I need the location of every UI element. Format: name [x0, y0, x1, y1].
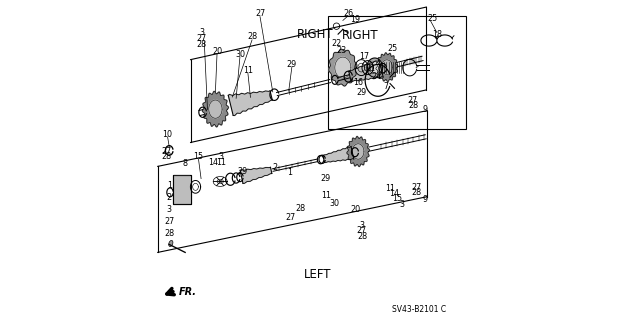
- Text: 14: 14: [208, 158, 218, 167]
- Text: 9: 9: [422, 195, 428, 204]
- Text: 27: 27: [197, 34, 207, 43]
- Text: 28: 28: [162, 152, 172, 161]
- Text: 22: 22: [332, 39, 341, 48]
- Text: 3: 3: [199, 28, 204, 37]
- Text: 14: 14: [389, 189, 399, 198]
- Text: 30: 30: [235, 50, 245, 59]
- Text: 28: 28: [247, 32, 257, 41]
- Text: 28: 28: [408, 101, 418, 110]
- Polygon shape: [228, 91, 272, 116]
- Text: 11: 11: [216, 158, 226, 167]
- Text: 17: 17: [360, 52, 369, 60]
- Text: 27: 27: [412, 183, 422, 192]
- Polygon shape: [353, 144, 364, 159]
- Text: 25: 25: [427, 14, 437, 23]
- Text: 11: 11: [385, 184, 395, 193]
- Text: 3: 3: [360, 221, 364, 230]
- Text: 1: 1: [167, 181, 172, 190]
- Text: 1: 1: [287, 168, 292, 177]
- Text: 29: 29: [238, 167, 248, 176]
- Polygon shape: [376, 53, 398, 82]
- Text: 10: 10: [162, 130, 172, 139]
- Text: 21: 21: [365, 64, 375, 73]
- Text: 27: 27: [408, 96, 418, 105]
- Bar: [173, 175, 191, 204]
- Polygon shape: [349, 60, 383, 81]
- Text: 23: 23: [337, 46, 346, 55]
- Text: 28: 28: [164, 229, 174, 238]
- Text: 30: 30: [330, 198, 340, 207]
- Text: 25: 25: [387, 44, 397, 53]
- Text: 2: 2: [273, 164, 278, 172]
- Text: 3: 3: [399, 200, 404, 209]
- Text: 27: 27: [255, 9, 265, 18]
- Text: 27: 27: [162, 147, 172, 156]
- Text: SV43-B2101 C: SV43-B2101 C: [392, 305, 446, 314]
- Text: 29: 29: [287, 60, 297, 69]
- Text: RIGHT: RIGHT: [342, 29, 379, 42]
- Text: 3: 3: [167, 205, 172, 214]
- Text: 15: 15: [392, 194, 402, 204]
- Polygon shape: [347, 136, 369, 166]
- Bar: [173, 175, 191, 204]
- Polygon shape: [323, 147, 354, 163]
- Polygon shape: [209, 100, 222, 118]
- Text: 26: 26: [343, 9, 353, 18]
- Text: 29: 29: [320, 174, 330, 183]
- Polygon shape: [381, 60, 392, 75]
- Text: 3: 3: [219, 152, 224, 161]
- Text: LEFT: LEFT: [304, 268, 331, 281]
- Text: 11: 11: [322, 190, 332, 200]
- Text: 27: 27: [285, 213, 295, 222]
- Text: 8: 8: [182, 159, 187, 168]
- Text: FR.: FR.: [179, 287, 197, 297]
- Polygon shape: [240, 167, 272, 183]
- Polygon shape: [202, 91, 228, 127]
- Ellipse shape: [169, 240, 173, 246]
- Text: 15: 15: [193, 152, 203, 161]
- Bar: [328, 16, 466, 129]
- Text: 28: 28: [197, 40, 207, 49]
- Polygon shape: [367, 58, 383, 77]
- Text: 2: 2: [167, 193, 172, 202]
- Text: 19: 19: [351, 15, 361, 24]
- Text: 27: 27: [357, 226, 367, 235]
- Text: 24: 24: [371, 72, 381, 81]
- Text: 28: 28: [412, 188, 422, 197]
- Text: RIGHT: RIGHT: [297, 28, 333, 41]
- Text: 20: 20: [212, 47, 222, 56]
- Text: 9: 9: [422, 105, 428, 114]
- Text: 18: 18: [432, 30, 442, 39]
- Text: 7: 7: [383, 82, 388, 91]
- Text: 16: 16: [353, 78, 363, 87]
- Text: 28: 28: [357, 232, 367, 241]
- Text: 11: 11: [243, 66, 253, 75]
- Text: 27: 27: [164, 217, 174, 226]
- Text: 20: 20: [350, 205, 360, 214]
- Polygon shape: [329, 49, 357, 86]
- Text: 29: 29: [356, 88, 366, 97]
- Polygon shape: [369, 61, 380, 74]
- Polygon shape: [335, 57, 351, 78]
- Text: 28: 28: [295, 204, 306, 213]
